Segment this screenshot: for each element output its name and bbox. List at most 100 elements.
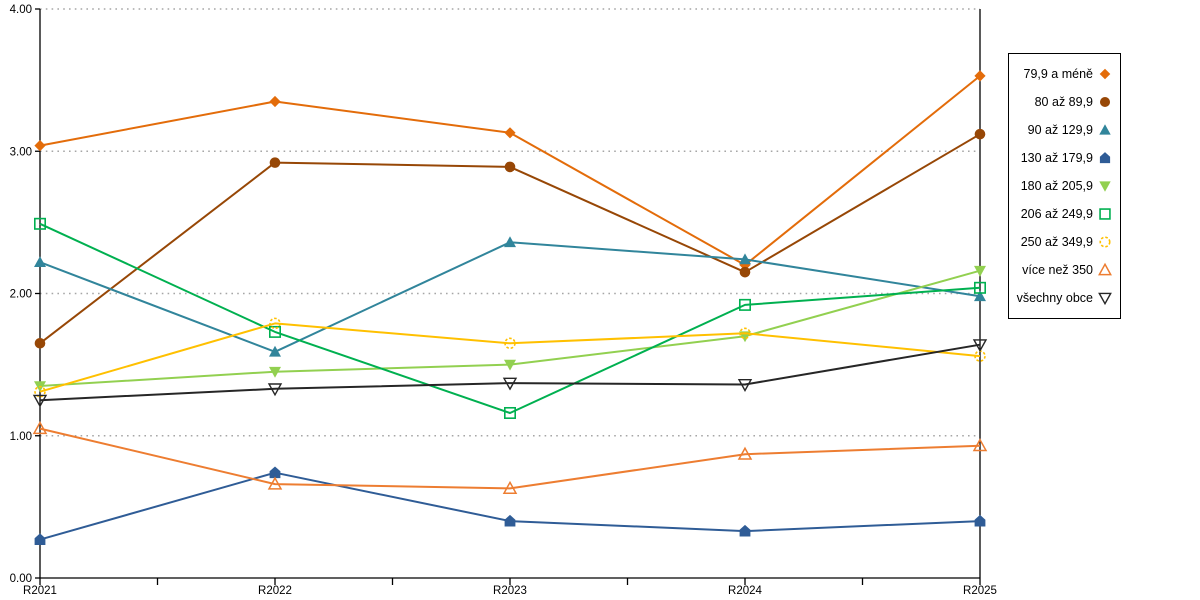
marker-triangle-up-open — [1098, 262, 1112, 276]
marker-triangle-up-filled — [269, 345, 281, 357]
legend-marker-circle-open-dashed — [1099, 236, 1111, 248]
legend-item-3: 90 až 129,9 — [1013, 121, 1113, 139]
marker-triangle-up-open — [32, 421, 48, 435]
marker-triangle-up-filled — [1099, 124, 1111, 135]
marker-triangle-down-filled — [269, 366, 281, 378]
series-2 — [34, 128, 986, 349]
x-tick-label: R2023 — [493, 585, 527, 597]
legend-marker-triangle-up-open — [1098, 262, 1112, 276]
series-1 — [34, 70, 986, 271]
legend-item-1: 79,9 a méně — [1013, 65, 1113, 83]
legend-marker-triangle-up-filled — [1099, 124, 1111, 135]
marker-circle-filled — [974, 128, 986, 140]
marker-circle-filled — [34, 337, 46, 349]
legend-item-7: 250 až 349,9 — [1013, 233, 1113, 251]
marker-diamond-filled — [974, 70, 986, 82]
marker-triangle-down-filled — [504, 359, 516, 371]
marker-triangle-up-filled — [974, 290, 986, 302]
legend-marker-triangle-down-filled — [1099, 181, 1111, 192]
marker-triangle-up-open — [267, 476, 283, 490]
legend-item-6: 206 až 249,9 — [1013, 205, 1113, 223]
series-5 — [34, 265, 986, 392]
marker-triangle-down-filled — [1099, 181, 1111, 192]
marker-diamond-filled — [504, 127, 516, 139]
marker-triangle-down-open — [972, 339, 988, 353]
marker-triangle-up-open — [737, 446, 753, 460]
marker-triangle-down-filled — [974, 265, 986, 277]
chart-legend: 79,9 a méně 80 až 89,9 90 až 129,9 130 až 1… — [1008, 53, 1121, 319]
marker-circle-open-dashed — [1099, 236, 1111, 248]
marker-triangle-down-open — [267, 383, 283, 397]
legend-label: 180 až 205,9 — [1020, 178, 1093, 193]
y-tick-label: 0.00 — [10, 573, 32, 585]
marker-triangle-up-filled — [34, 256, 46, 267]
legend-label: více než 350 — [1022, 262, 1093, 277]
legend-marker-square-open — [1099, 208, 1111, 220]
marker-square-open — [973, 281, 986, 294]
marker-pentagon-filled — [1099, 152, 1111, 164]
y-tick-label: 1.00 — [10, 431, 32, 443]
legend-item-8: více než 350 — [1013, 261, 1113, 279]
legend-item-9: všechny obce — [1013, 289, 1113, 307]
series-7 — [34, 317, 986, 398]
series-6 — [33, 217, 986, 419]
x-tick-label: R2024 — [728, 585, 762, 597]
series-3 — [34, 236, 986, 357]
x-tick-label: R2022 — [258, 585, 292, 597]
marker-triangle-up-open — [972, 438, 988, 452]
y-tick-label: 3.00 — [10, 146, 32, 158]
y-tick-label: 4.00 — [10, 4, 32, 16]
marker-diamond-filled — [34, 140, 46, 152]
x-tick-label: R2021 — [23, 585, 57, 597]
legend-label: 206 až 249,9 — [1020, 206, 1093, 221]
legend-item-4: 130 až 179,9 — [1013, 149, 1113, 167]
series-8 — [32, 421, 988, 494]
marker-triangle-down-open — [502, 377, 518, 391]
marker-square-open — [1099, 208, 1111, 220]
marker-circle-filled — [269, 157, 281, 168]
legend-marker-pentagon-filled — [1099, 152, 1111, 164]
marker-circle-open-dashed — [739, 327, 751, 340]
marker-pentagon-filled — [34, 533, 46, 545]
y-tick-label: 2.00 — [10, 289, 32, 301]
legend-marker-triangle-down-open — [1098, 292, 1112, 306]
marker-triangle-down-open — [737, 379, 753, 392]
marker-diamond-filled — [1099, 68, 1111, 80]
marker-triangle-up-filled — [739, 253, 751, 265]
marker-square-open — [268, 325, 281, 338]
marker-circle-filled — [1099, 96, 1111, 108]
legend-label: 90 až 129,9 — [1027, 122, 1093, 137]
marker-triangle-down-open — [1098, 292, 1112, 306]
marker-square-open — [738, 298, 751, 311]
legend-label: 79,9 a méně — [1023, 66, 1094, 81]
marker-circle-open-dashed — [34, 385, 46, 398]
series-line — [39, 241, 981, 353]
marker-pentagon-filled — [974, 514, 986, 527]
marker-circle-open-dashed — [504, 337, 516, 350]
legend-label: 80 až 89,9 — [1034, 94, 1093, 109]
marker-circle-filled — [739, 266, 751, 278]
legend-marker-circle-filled — [1099, 96, 1111, 108]
legend-label: 130 až 179,9 — [1020, 150, 1093, 165]
marker-triangle-up-open — [502, 480, 518, 494]
marker-diamond-filled — [269, 95, 281, 108]
marker-triangle-up-filled — [504, 236, 516, 248]
legend-item-5: 180 až 205,9 — [1013, 177, 1113, 195]
legend-label: všechny obce — [1016, 290, 1093, 305]
series-line — [39, 322, 981, 393]
series-line — [39, 222, 981, 414]
marker-circle-open-dashed — [269, 317, 281, 330]
legend-label: 250 až 349,9 — [1020, 234, 1093, 249]
marker-pentagon-filled — [269, 466, 281, 479]
series-line — [39, 343, 981, 402]
marker-triangle-down-open — [32, 394, 48, 408]
series-4 — [34, 466, 986, 545]
x-tick-label: R2025 — [963, 585, 997, 597]
legend-item-2: 80 až 89,9 — [1013, 93, 1113, 111]
marker-pentagon-filled — [504, 514, 516, 527]
marker-square-open — [503, 406, 516, 419]
legend-marker-diamond-filled — [1099, 68, 1111, 80]
series-line — [39, 427, 981, 490]
